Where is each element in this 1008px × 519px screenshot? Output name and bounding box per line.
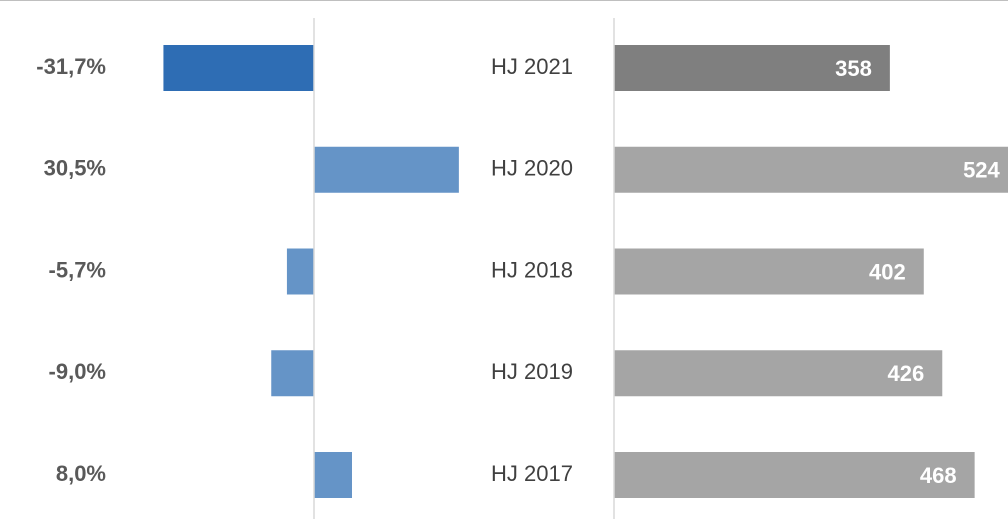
data-label: -5,7% bbox=[49, 257, 106, 282]
data-label: 402 bbox=[869, 259, 906, 284]
category-label: HJ 2019 bbox=[491, 359, 573, 384]
data-label: -31,7% bbox=[36, 54, 106, 79]
data-label: 468 bbox=[920, 463, 957, 488]
data-label: 358 bbox=[835, 56, 872, 81]
bar bbox=[614, 45, 890, 91]
data-label: 426 bbox=[888, 361, 925, 386]
bar bbox=[271, 350, 314, 397]
bar bbox=[614, 452, 975, 498]
category-label: HJ 2020 bbox=[491, 156, 573, 181]
bar bbox=[314, 146, 459, 193]
data-label: 8,0% bbox=[56, 461, 106, 486]
bar bbox=[286, 248, 314, 295]
category-label: HJ 2018 bbox=[491, 257, 573, 282]
bar bbox=[614, 248, 924, 295]
bar bbox=[163, 45, 314, 91]
bar bbox=[314, 452, 352, 498]
bar bbox=[614, 146, 1008, 193]
data-label: 524 bbox=[963, 158, 1000, 183]
bar bbox=[614, 350, 943, 397]
data-label: 30,5% bbox=[44, 156, 106, 181]
data-label: -9,0% bbox=[49, 359, 106, 384]
category-label: HJ 2021 bbox=[491, 54, 573, 79]
category-label: HJ 2017 bbox=[491, 461, 573, 486]
